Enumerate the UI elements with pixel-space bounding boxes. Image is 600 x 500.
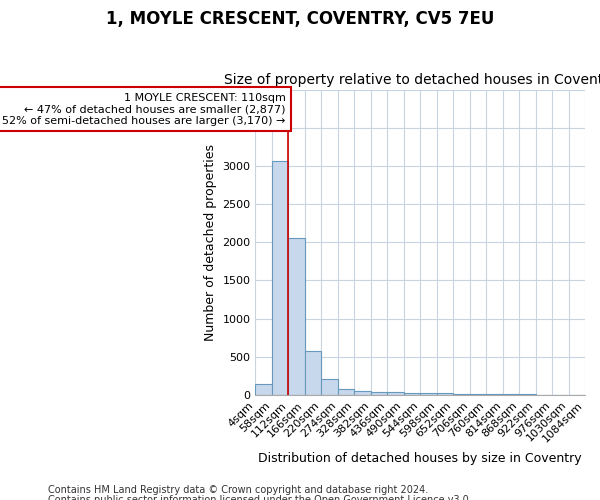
Bar bbox=[420, 393, 437, 395]
Text: 1, MOYLE CRESCENT, COVENTRY, CV5 7EU: 1, MOYLE CRESCENT, COVENTRY, CV5 7EU bbox=[106, 10, 494, 28]
Bar bbox=[503, 394, 519, 395]
Bar bbox=[519, 394, 536, 395]
Title: Size of property relative to detached houses in Coventry: Size of property relative to detached ho… bbox=[224, 73, 600, 87]
Bar bbox=[256, 384, 272, 395]
Y-axis label: Number of detached properties: Number of detached properties bbox=[204, 144, 217, 341]
Bar bbox=[470, 394, 486, 395]
Text: Contains HM Land Registry data © Crown copyright and database right 2024.: Contains HM Land Registry data © Crown c… bbox=[48, 485, 428, 495]
Text: Contains public sector information licensed under the Open Government Licence v3: Contains public sector information licen… bbox=[48, 495, 472, 500]
X-axis label: Distribution of detached houses by size in Coventry: Distribution of detached houses by size … bbox=[259, 452, 582, 465]
Bar bbox=[486, 394, 503, 395]
Bar bbox=[404, 392, 420, 395]
Bar bbox=[453, 394, 470, 395]
Bar bbox=[338, 389, 354, 395]
Bar bbox=[387, 392, 404, 395]
Bar bbox=[321, 379, 338, 395]
Bar bbox=[288, 238, 305, 395]
Text: 1 MOYLE CRESCENT: 110sqm
← 47% of detached houses are smaller (2,877)
52% of sem: 1 MOYLE CRESCENT: 110sqm ← 47% of detach… bbox=[2, 92, 286, 126]
Bar bbox=[354, 391, 371, 395]
Bar bbox=[371, 392, 387, 395]
Bar bbox=[437, 394, 453, 395]
Bar bbox=[272, 162, 288, 395]
Bar bbox=[305, 352, 321, 395]
